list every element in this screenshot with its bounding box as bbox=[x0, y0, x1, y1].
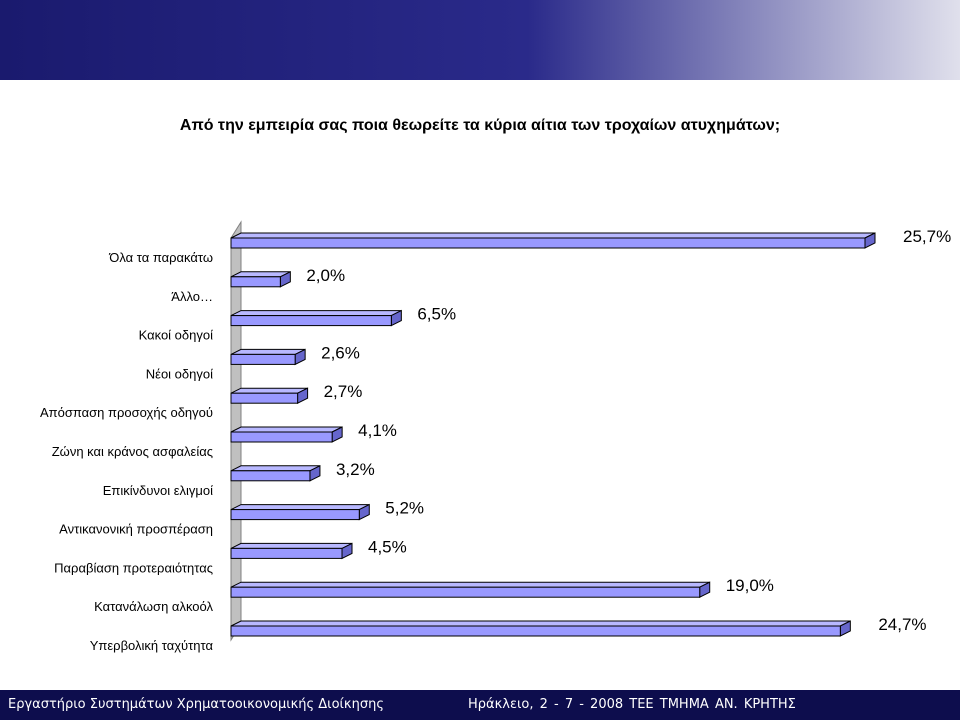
value-label: 2,7% bbox=[324, 382, 363, 401]
bar-top-face bbox=[230, 232, 876, 239]
category-label: Αντικανονική προσπέραση bbox=[59, 522, 213, 537]
bar bbox=[230, 625, 841, 637]
bar bbox=[230, 392, 299, 404]
footer-location-date: Ηράκλειο, 2 - 7 - 2008 ΤΕΕ ΤΜΗΜΑ ΑΝ. ΚΡΗ… bbox=[468, 697, 796, 712]
category-label: Απόσπαση προσοχής οδηγού bbox=[40, 405, 213, 420]
value-label: 2,0% bbox=[306, 266, 345, 285]
bar-top-face bbox=[230, 581, 710, 588]
bar-top-face bbox=[230, 348, 306, 355]
value-label: 2,6% bbox=[321, 343, 360, 362]
bar-top-face bbox=[230, 620, 851, 627]
category-label: Όλα τα παρακάτω bbox=[108, 250, 213, 265]
value-label: 4,5% bbox=[368, 537, 407, 556]
bar bbox=[230, 315, 392, 327]
category-label: Επικίνδυνοι ελιγμοί bbox=[103, 483, 213, 498]
bar-top-face bbox=[230, 465, 321, 472]
horizontal-bar-chart: Όλα τα παρακάτω 25,7% Άλλο… 2,0% Κακοί οδηγο… bbox=[40, 220, 951, 653]
bar bbox=[230, 509, 360, 521]
value-label: 24,7% bbox=[878, 615, 926, 634]
bar-top-face bbox=[230, 387, 308, 394]
bar bbox=[230, 547, 343, 559]
footer-organization: Εργαστήριο Συστημάτων Χρηματοοικονομικής… bbox=[8, 697, 384, 712]
chart-title: Από την εμπειρία σας ποια θεωρείτε τα κύ… bbox=[179, 117, 781, 134]
value-label: 3,2% bbox=[336, 460, 375, 479]
bar-top-face bbox=[230, 542, 353, 549]
bar bbox=[230, 353, 296, 365]
bar-top-face bbox=[230, 426, 343, 433]
category-label: Ζώνη και κράνος ασφαλείας bbox=[52, 444, 213, 459]
category-label: Κατανάλωση αλκοόλ bbox=[94, 599, 213, 614]
value-label: 4,1% bbox=[358, 421, 397, 440]
bar bbox=[230, 237, 866, 249]
bar-top-face bbox=[230, 310, 402, 317]
value-label: 19,0% bbox=[726, 576, 774, 595]
value-label: 25,7% bbox=[903, 227, 951, 246]
category-label: Υπερβολική ταχύτητα bbox=[90, 638, 214, 653]
bar bbox=[230, 276, 281, 288]
category-label: Παραβίαση προτεραιότητας bbox=[54, 560, 213, 575]
category-label: Κακοί οδηγοί bbox=[139, 328, 214, 343]
footer-bar: Εργαστήριο Συστημάτων Χρηματοοικονομικής… bbox=[0, 690, 960, 720]
value-label: 6,5% bbox=[417, 305, 456, 324]
category-label: Άλλο… bbox=[171, 289, 213, 304]
bar bbox=[230, 431, 333, 443]
bar bbox=[230, 470, 311, 482]
bar bbox=[230, 586, 701, 598]
header-band bbox=[0, 0, 960, 80]
bar-top-face bbox=[230, 504, 370, 511]
category-label: Νέοι οδηγοί bbox=[146, 366, 213, 381]
value-label: 5,2% bbox=[385, 499, 424, 518]
